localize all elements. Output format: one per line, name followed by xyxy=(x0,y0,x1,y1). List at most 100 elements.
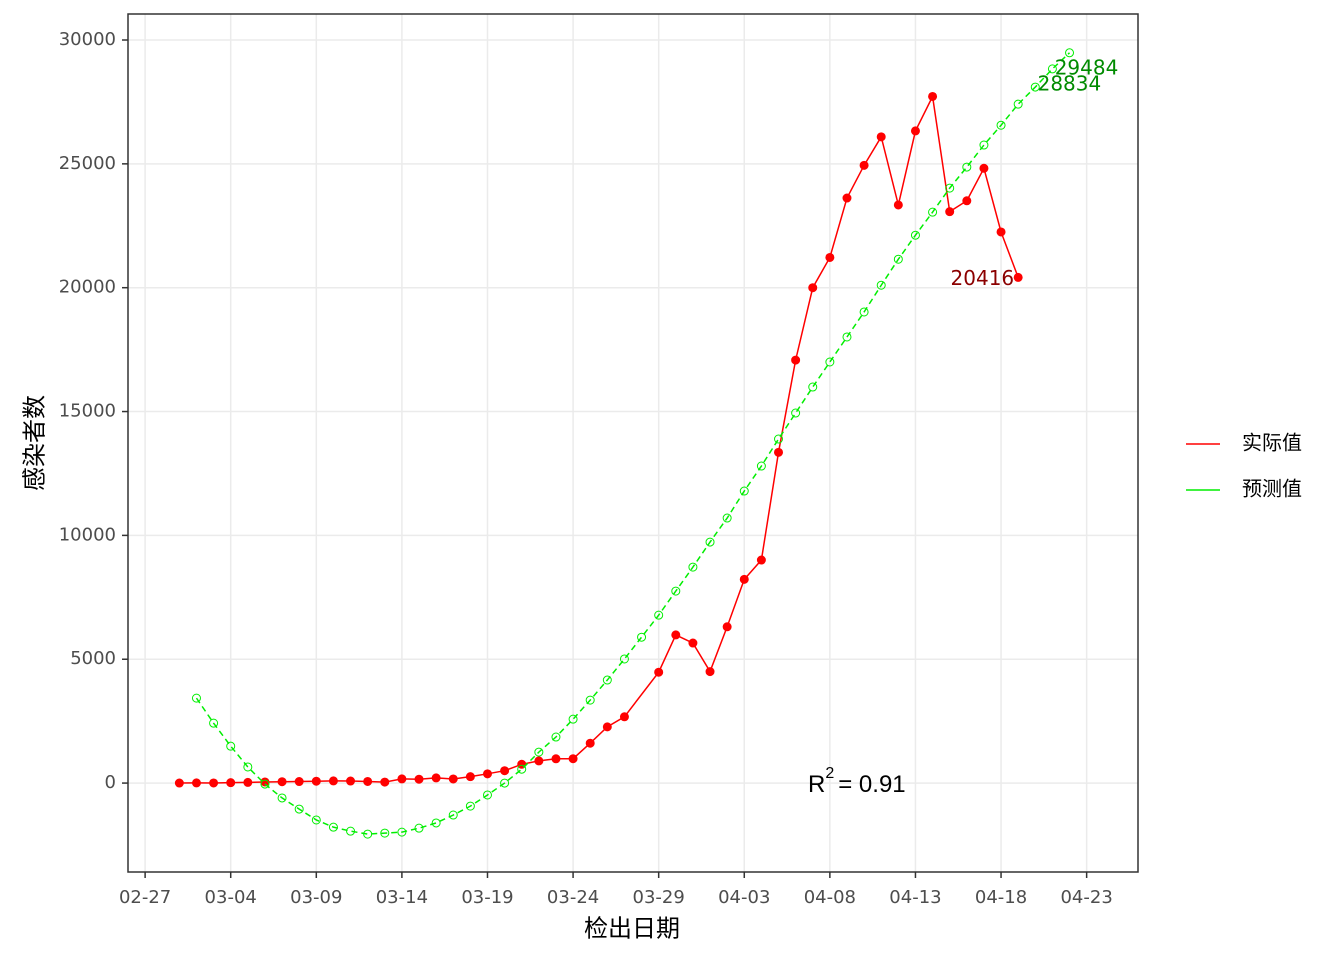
point xyxy=(619,654,629,664)
point xyxy=(739,574,749,584)
y-tick-label: 10000 xyxy=(59,524,116,545)
point xyxy=(311,815,321,825)
point xyxy=(568,714,578,724)
legend-label: 预测值 xyxy=(1242,477,1302,501)
point xyxy=(346,776,356,786)
x-tick-label: 03-24 xyxy=(547,887,599,908)
point xyxy=(928,207,938,217)
point xyxy=(671,586,681,596)
point xyxy=(1013,272,1023,282)
point xyxy=(808,382,818,392)
point xyxy=(414,823,424,833)
point xyxy=(859,307,869,317)
point xyxy=(517,764,527,774)
x-tick-label: 03-09 xyxy=(290,887,342,908)
point xyxy=(654,667,664,677)
legend-label: 实际值 xyxy=(1242,431,1302,455)
point xyxy=(174,778,184,788)
point xyxy=(859,160,869,170)
point xyxy=(551,754,561,764)
point xyxy=(671,630,681,640)
point xyxy=(500,766,510,776)
point xyxy=(893,254,903,264)
y-tick-label: 25000 xyxy=(59,153,116,174)
annotation-sup: 2 xyxy=(825,765,834,782)
y-tick-label: 5000 xyxy=(70,648,116,669)
point xyxy=(619,712,629,722)
x-tick-label: 03-04 xyxy=(205,887,257,908)
point xyxy=(739,486,749,496)
point xyxy=(534,756,544,766)
point xyxy=(808,283,818,293)
point xyxy=(209,718,219,728)
point xyxy=(791,408,801,418)
annotation-base: R xyxy=(808,771,825,798)
point xyxy=(654,610,664,620)
x-tick-label: 02-27 xyxy=(119,887,171,908)
point xyxy=(328,822,338,832)
point xyxy=(876,280,886,290)
point xyxy=(209,778,219,788)
point xyxy=(705,667,715,677)
point xyxy=(482,769,492,779)
point xyxy=(842,332,852,342)
y-tick-label: 15000 xyxy=(59,401,116,422)
x-tick-label: 04-18 xyxy=(975,887,1027,908)
point xyxy=(893,200,903,210)
point xyxy=(688,562,698,572)
point xyxy=(465,772,475,782)
point xyxy=(774,447,784,457)
point xyxy=(277,777,287,787)
point xyxy=(996,120,1006,130)
point xyxy=(688,638,698,648)
point xyxy=(756,461,766,471)
point xyxy=(602,675,612,685)
x-tick-label: 04-08 xyxy=(804,887,856,908)
point xyxy=(311,776,321,786)
point xyxy=(1047,64,1057,74)
data-label: 28834 xyxy=(1038,71,1102,95)
point xyxy=(756,555,766,565)
point xyxy=(243,777,253,787)
x-tick-label: 04-13 xyxy=(889,887,941,908)
line xyxy=(179,94,1019,784)
point xyxy=(637,632,647,642)
point xyxy=(979,163,989,173)
point xyxy=(448,774,458,784)
point xyxy=(397,827,407,837)
point xyxy=(431,773,441,783)
point xyxy=(397,774,407,784)
point xyxy=(602,722,612,732)
point xyxy=(346,826,356,836)
point xyxy=(226,778,236,788)
point xyxy=(910,230,920,240)
point xyxy=(363,829,373,839)
data-label: 20416 xyxy=(951,266,1015,290)
point xyxy=(551,732,561,742)
y-tick-label: 30000 xyxy=(59,29,116,50)
point xyxy=(191,693,201,703)
point xyxy=(294,777,304,787)
annotation-rest: = 0.91 xyxy=(838,771,905,798)
point xyxy=(191,778,201,788)
point xyxy=(328,776,338,786)
annotation: R2 = 0.91 xyxy=(808,765,906,798)
point xyxy=(962,196,972,206)
point xyxy=(277,793,287,803)
point xyxy=(260,777,270,787)
x-tick-label: 03-29 xyxy=(633,887,685,908)
point xyxy=(448,810,458,820)
point xyxy=(1013,99,1023,109)
point xyxy=(1065,48,1075,58)
y-tick-label: 20000 xyxy=(59,277,116,298)
point xyxy=(1030,82,1040,92)
point xyxy=(825,357,835,367)
point xyxy=(243,762,253,772)
point xyxy=(705,537,715,547)
point xyxy=(945,207,955,217)
point xyxy=(791,355,801,365)
point xyxy=(226,741,236,751)
point xyxy=(465,801,475,811)
x-tick-label: 03-19 xyxy=(461,887,513,908)
point xyxy=(431,818,441,828)
